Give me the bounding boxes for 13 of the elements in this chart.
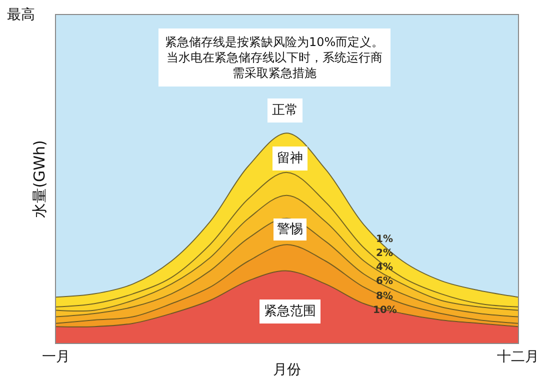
annotation: 紧急储存线是按紧缺风险为10%而定义。当水电在紧急储存线以下时，系统运行商需采取紧急措施 bbox=[165, 35, 384, 80]
annotation: 紧急范围 bbox=[264, 304, 316, 319]
annotation: 留神 bbox=[277, 151, 303, 166]
series-label: 1% bbox=[376, 234, 393, 245]
x-tick-label: 一月 bbox=[42, 348, 70, 365]
annotation: 正常 bbox=[272, 103, 298, 118]
text: 最高 bbox=[7, 7, 35, 23]
series-label: 6% bbox=[376, 276, 393, 287]
series-label: 2% bbox=[376, 248, 393, 259]
x-tick-label: 十二月 bbox=[497, 348, 539, 365]
y-axis-title: 水量(GWh) bbox=[30, 140, 48, 218]
annotation: 警惕 bbox=[277, 222, 303, 237]
x-axis-title: 月份 bbox=[273, 362, 301, 378]
